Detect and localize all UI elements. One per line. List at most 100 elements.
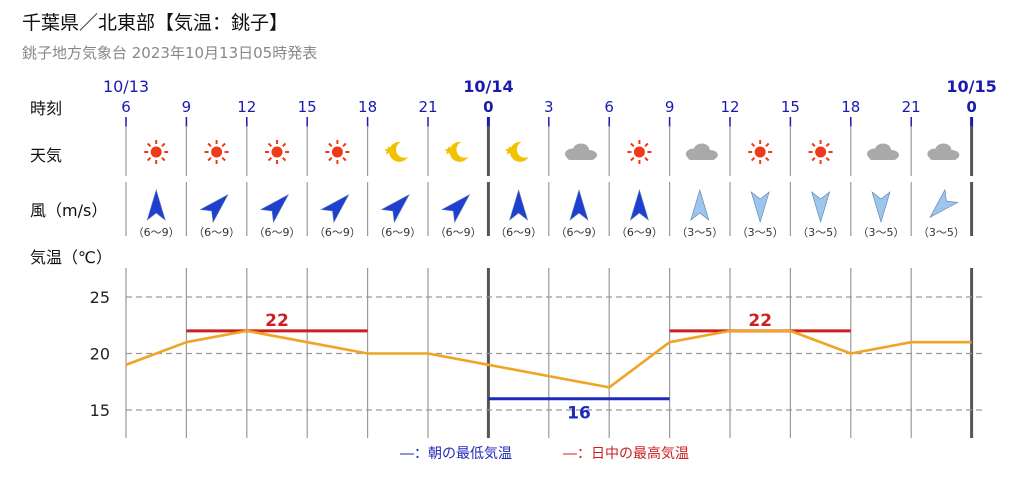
hour-label: 0 — [483, 98, 493, 116]
date-label: 10/13 — [103, 77, 149, 96]
wind-arrow-icon — [259, 193, 290, 224]
wind-arrow-shape — [509, 188, 529, 221]
sun-icon-core — [150, 146, 162, 158]
max-temp-label: 22 — [748, 311, 772, 331]
sun-icon-ray — [147, 142, 152, 148]
wind-arrow-icon — [146, 188, 166, 221]
sun-icon-ray — [644, 142, 649, 148]
sun-icon-ray — [342, 142, 347, 148]
sun-icon-ray — [281, 142, 287, 148]
cloud-icon — [685, 143, 718, 160]
wind-arrow-shape — [380, 193, 410, 224]
wind-speed-label: （3～5） — [797, 226, 844, 239]
sun-icon — [204, 140, 229, 164]
wind-arrow-shape — [811, 191, 831, 224]
wind-arrow-icon — [509, 188, 529, 221]
wind-arrow-shape — [199, 193, 229, 224]
cloud-icon — [565, 143, 597, 160]
sun-icon-ray — [161, 142, 166, 148]
wind-arrow-shape — [146, 188, 166, 221]
sun-icon-ray — [221, 142, 226, 148]
wind-arrow-icon — [929, 188, 959, 219]
wind-arrow-icon — [629, 188, 649, 221]
wind-speed-label: （6～9） — [495, 226, 542, 239]
wind-speed-label: （6～9） — [254, 226, 301, 239]
sun-icon — [808, 140, 833, 164]
cloud-icon-part — [687, 154, 716, 160]
y-tick-label: 20 — [90, 345, 110, 364]
sun-icon-ray — [751, 142, 756, 148]
sun-icon-ray — [825, 156, 830, 162]
hour-label: 3 — [544, 98, 554, 116]
moon-icon-star — [505, 146, 515, 155]
hour-label: 12 — [237, 98, 256, 116]
date-label: 10/15 — [946, 77, 996, 96]
hour-label: 9 — [182, 98, 192, 116]
wind-speed-label: （3～5） — [858, 226, 905, 239]
wind-speed-label: （6～9） — [374, 226, 421, 239]
wind-arrow-shape — [569, 188, 589, 221]
wind-arrow-shape — [690, 188, 710, 221]
temperature-line — [125, 329, 972, 389]
wind-arrow-icon — [380, 193, 410, 224]
sun-icon-ray — [644, 156, 649, 162]
wind-arrow-icon — [811, 191, 831, 224]
wind-speed-label: （3～5） — [737, 226, 784, 239]
wind-arrow-icon — [440, 193, 471, 224]
wind-arrow-shape — [629, 188, 649, 221]
hour-label: 21 — [902, 98, 921, 116]
sun-icon-ray — [161, 156, 166, 162]
wind-arrow-shape — [259, 193, 290, 224]
wind-speed-label: （6～9） — [314, 226, 361, 239]
sun-icon-core — [271, 146, 283, 158]
wind-speed-label: （3～5） — [676, 226, 723, 239]
moon-icon-star — [384, 146, 394, 155]
hour-label: 0 — [966, 98, 976, 116]
hour-label: 21 — [418, 98, 437, 116]
wind-arrow-shape — [929, 188, 959, 219]
sun-icon-ray — [811, 156, 816, 162]
hour-label: 6 — [604, 98, 614, 116]
wind-arrow-icon — [750, 191, 770, 224]
moon-icon-crescent — [510, 141, 529, 162]
moon-icon-crescent — [449, 141, 469, 162]
wind-arrow-icon — [871, 191, 891, 224]
sun-icon — [144, 140, 169, 164]
sun-icon-ray — [630, 142, 635, 148]
page-title: 千葉県／北東部【気温：銚子】 — [22, 12, 289, 34]
sun-icon-ray — [207, 142, 212, 148]
wind-speed-label: （3～5） — [918, 226, 965, 239]
hour-label: 18 — [358, 98, 377, 116]
sun-icon-ray — [267, 156, 273, 162]
wind-arrow-shape — [871, 191, 891, 224]
wind-arrow-shape — [750, 191, 770, 224]
sun-icon-ray — [267, 142, 273, 148]
wind-speed-label: （6～9） — [193, 226, 240, 239]
y-tick-label: 25 — [90, 288, 110, 307]
row-label-temp: 気温（℃） — [30, 248, 112, 267]
legend-max: ―：日中の最高気温 — [563, 445, 689, 462]
sun-icon-ray — [765, 156, 770, 162]
hour-label: 12 — [720, 98, 739, 116]
sun-icon — [748, 140, 773, 164]
wind-arrow-icon — [199, 193, 229, 224]
sun-icon-ray — [825, 142, 830, 148]
wind-speed-label: （6～9） — [435, 226, 482, 239]
wind-arrow-icon — [690, 188, 710, 221]
y-tick-label: 15 — [90, 401, 110, 420]
wind-speed-label: （6～9） — [616, 226, 663, 239]
moon-icon — [444, 141, 469, 162]
page-subtitle: 銚子地方気象台 2023年10月13日05時発表 — [22, 44, 318, 62]
sun-icon-ray — [281, 156, 287, 162]
cloud-icon — [867, 143, 899, 160]
max-temp-label: 22 — [265, 311, 289, 331]
sun-icon — [627, 140, 652, 164]
row-label-wind: 風（m/s） — [30, 201, 107, 220]
cloud-icon — [927, 143, 960, 160]
moon-icon-star — [444, 146, 454, 155]
row-label-weather: 天気 — [30, 146, 62, 165]
date-label: 10/14 — [463, 77, 513, 96]
hour-label: 18 — [841, 98, 860, 116]
sun-icon-ray — [207, 156, 212, 162]
